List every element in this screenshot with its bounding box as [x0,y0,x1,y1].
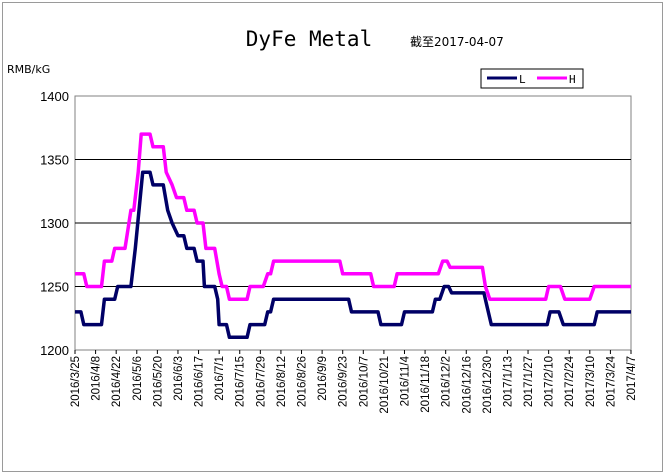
chart-title: DyFe Metal [246,27,372,51]
legend: L H [480,68,584,89]
series-line-l [75,170,631,340]
x-tick-label: 2016/12/16 [461,356,473,414]
legend-label-h: H [569,73,576,86]
x-tick-label: 2017/4/7 [626,356,638,401]
x-tick-label: 2016/8/12 [276,356,288,407]
x-tick-label: 2016/7/15 [235,356,247,407]
x-tick-label: 2016/9/23 [338,356,350,407]
x-tick-label: 2017/1/13 [502,356,514,407]
grid-lines [74,159,632,354]
x-tick-label: 2016/11/18 [420,356,432,413]
y-tick-label: 1400 [40,89,69,104]
y-tick-label: 1250 [40,280,69,295]
y-tick-label: 1200 [40,343,69,358]
x-tick-labels: 2016/3/25 2016/4/8 2016/4/22 2016/5/6 2016/5… [70,355,638,413]
x-tick-label: 2016/5/20 [152,356,164,407]
legend-label-l: L [519,73,526,86]
x-tick-label: 2016/5/6 [132,356,144,401]
x-tick-label: 2017/2/24 [564,355,576,407]
x-tick-label: 2016/12/2 [441,356,453,407]
x-tick-label: 2016/10/7 [358,356,370,407]
x-tick-label: 2017/3/10 [585,356,597,407]
x-tick-label: 2016/4/8 [91,356,103,401]
x-tick-label: 2016/11/4 [399,355,411,406]
legend-box [480,68,584,89]
y-tick-label: 1300 [40,216,69,231]
chart-subtitle: 截至2017-04-07 [410,35,504,49]
y-tick-labels: 1200 1250 1300 1350 1400 [40,89,69,358]
x-tick-label: 2016/8/26 [297,356,309,407]
x-tick-label: 2016/6/17 [194,356,206,407]
x-tick-label: 2016/10/21 [379,356,391,414]
chart-frame: DyFe Metal 截至2017-04-07 RMB/kG 1200 1250 1… [2,2,663,472]
x-tick-label: 2016/7/1 [214,356,226,401]
x-tick-label: 2017/2/10 [544,356,556,407]
series-line-h [75,132,631,301]
x-tick-label: 2016/3/25 [70,356,82,407]
x-tick-label: 2017/3/24 [605,355,617,407]
x-tick-label: 2017/1/27 [523,356,535,407]
y-axis-label: RMB/kG [7,63,50,76]
y-tick-label: 1350 [40,153,69,168]
chart-svg: DyFe Metal 截至2017-04-07 RMB/kG 120012501… [7,27,638,414]
x-tick-label: 2016/12/30 [482,356,494,414]
x-tick-label: 2016/7/29 [255,356,267,407]
x-tick-label: 2016/6/3 [173,356,185,401]
series-lines [75,132,631,340]
x-tick-label: 2016/9/9 [317,356,329,401]
x-tick-label: 2016/4/22 [111,356,123,407]
